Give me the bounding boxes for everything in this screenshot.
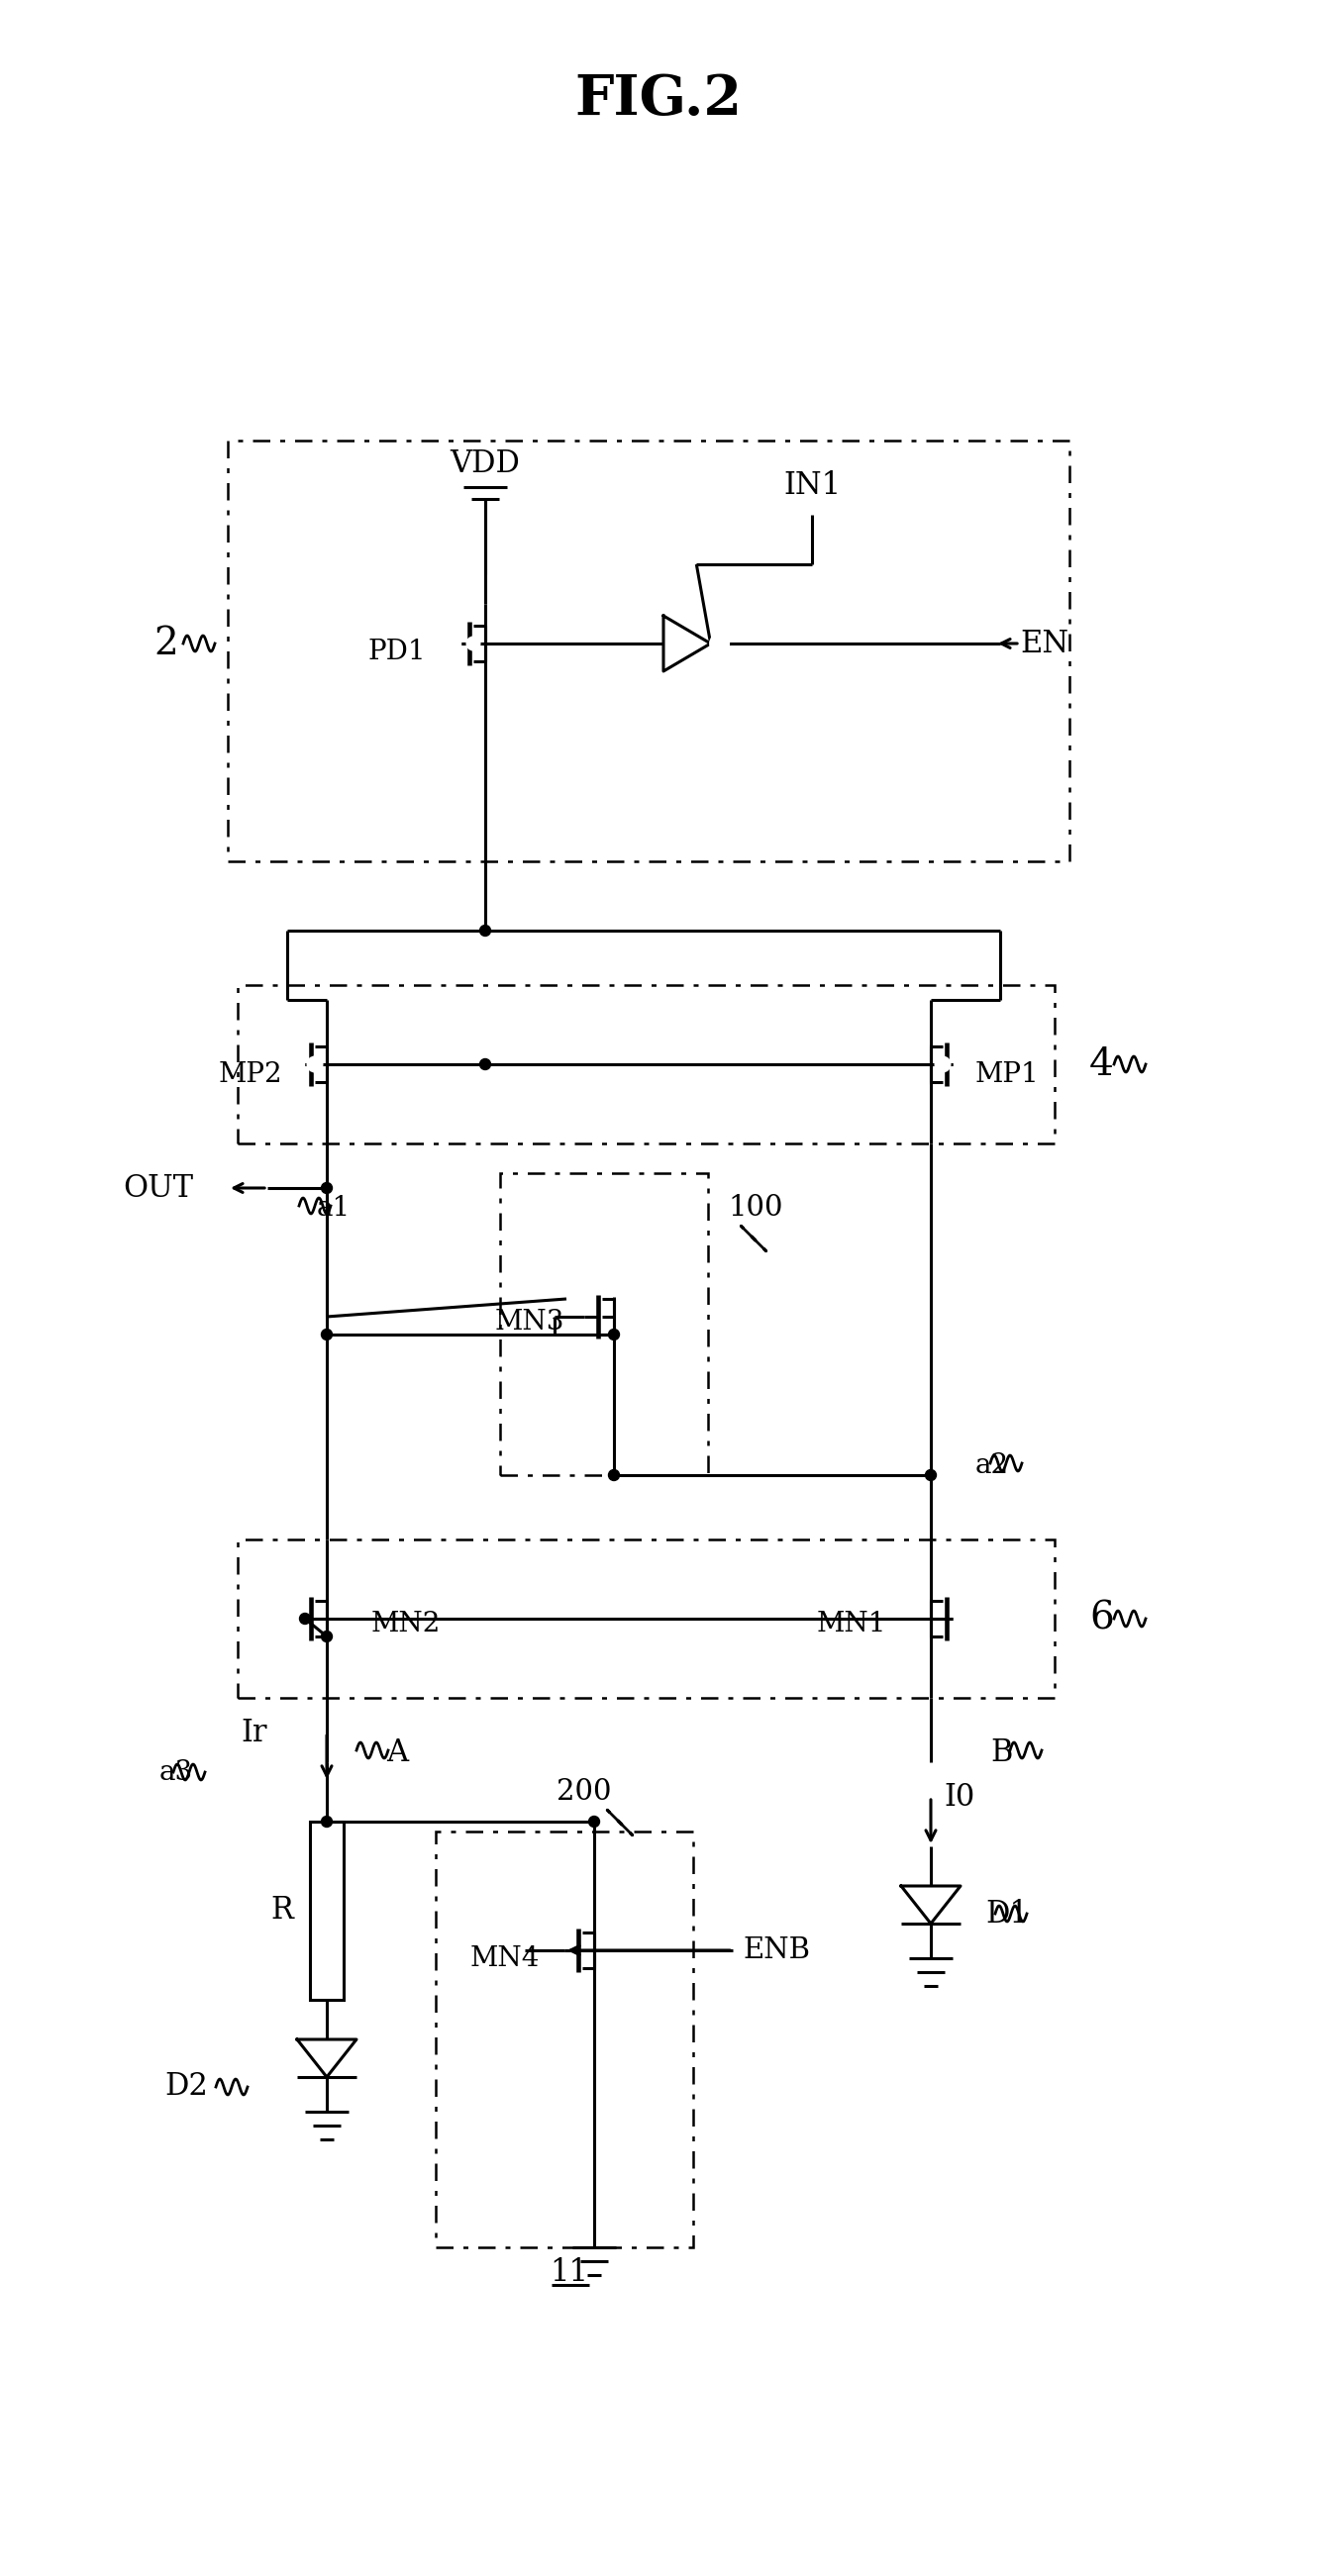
Text: 2: 2 [154, 626, 179, 662]
Circle shape [321, 1631, 332, 1641]
Circle shape [936, 1056, 950, 1072]
Text: A: A [386, 1736, 408, 1767]
Text: 11: 11 [551, 2257, 589, 2287]
Circle shape [468, 639, 479, 649]
Text: 4: 4 [1089, 1046, 1114, 1082]
Text: D1: D1 [985, 1899, 1029, 1929]
Circle shape [608, 1471, 619, 1481]
Circle shape [299, 1613, 311, 1623]
Polygon shape [664, 616, 711, 672]
Text: B: B [990, 1736, 1013, 1767]
Text: MN2: MN2 [371, 1610, 441, 1636]
Polygon shape [901, 1886, 960, 1924]
Text: PD1: PD1 [367, 639, 425, 665]
Circle shape [321, 1182, 332, 1193]
Text: OUT: OUT [122, 1172, 194, 1203]
Circle shape [321, 1329, 332, 1340]
Polygon shape [298, 2040, 357, 2076]
Bar [309, 1821, 344, 1999]
Text: MP1: MP1 [976, 1061, 1039, 1087]
Circle shape [479, 925, 491, 935]
Circle shape [321, 1816, 332, 1826]
Text: EN: EN [1019, 629, 1068, 659]
Circle shape [608, 1329, 619, 1340]
Circle shape [308, 1056, 321, 1072]
Text: a2: a2 [976, 1453, 1009, 1479]
Text: Ir: Ir [241, 1718, 267, 1749]
Text: FIG.2: FIG.2 [574, 72, 743, 126]
Text: VDD: VDD [450, 448, 520, 479]
Text: R: R [271, 1896, 294, 1927]
Circle shape [479, 1059, 491, 1069]
Circle shape [711, 634, 728, 652]
Circle shape [926, 1471, 936, 1481]
Text: 100: 100 [728, 1193, 782, 1221]
Text: I0: I0 [944, 1783, 976, 1811]
Text: D2: D2 [165, 2071, 208, 2102]
Text: 200: 200 [557, 1777, 611, 1806]
Text: a1: a1 [317, 1195, 350, 1221]
Text: MN4: MN4 [470, 1945, 540, 1971]
Text: MP2: MP2 [219, 1061, 282, 1087]
Text: MN3: MN3 [495, 1309, 565, 1334]
Circle shape [589, 1816, 599, 1826]
Text: a3: a3 [159, 1759, 194, 1785]
Text: 6: 6 [1089, 1600, 1114, 1636]
Text: ENB: ENB [743, 1937, 810, 1963]
Text: MN1: MN1 [817, 1610, 886, 1636]
Text: IN1: IN1 [784, 469, 840, 500]
